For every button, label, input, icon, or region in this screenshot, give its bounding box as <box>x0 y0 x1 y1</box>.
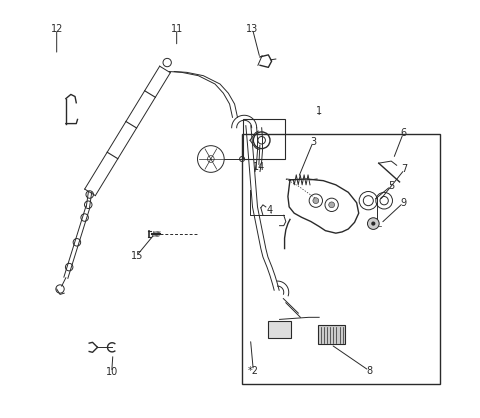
Text: 15: 15 <box>131 251 143 261</box>
Text: 6: 6 <box>400 128 407 138</box>
Circle shape <box>371 222 375 226</box>
Text: 5: 5 <box>388 181 394 191</box>
Text: 3: 3 <box>310 138 316 147</box>
Circle shape <box>313 198 319 204</box>
Text: 10: 10 <box>106 367 118 377</box>
Text: 7: 7 <box>401 164 408 174</box>
Text: 14: 14 <box>252 162 265 172</box>
Bar <box>242 134 440 384</box>
Text: 11: 11 <box>170 24 183 34</box>
Circle shape <box>368 218 379 229</box>
Text: 13: 13 <box>246 24 259 34</box>
Bar <box>243 120 285 159</box>
Text: 4: 4 <box>267 205 273 215</box>
Text: 8: 8 <box>366 366 372 376</box>
Circle shape <box>329 202 335 208</box>
Bar <box>268 321 291 338</box>
Text: 9: 9 <box>400 198 407 208</box>
Text: *2: *2 <box>248 366 259 376</box>
Text: 12: 12 <box>50 24 63 34</box>
Text: 1: 1 <box>316 106 322 116</box>
Bar <box>318 326 345 344</box>
